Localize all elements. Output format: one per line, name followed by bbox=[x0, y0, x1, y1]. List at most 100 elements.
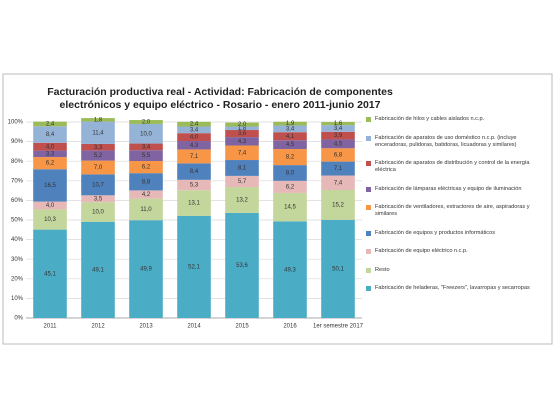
legend-item: Fabricación de heladeras, "Freezers", la… bbox=[366, 285, 550, 292]
bar-segment bbox=[33, 126, 67, 143]
value-label: 11,0 bbox=[140, 207, 152, 213]
bar-segment bbox=[129, 161, 163, 174]
value-label: 4,5 bbox=[334, 141, 343, 147]
bar-segment bbox=[129, 190, 163, 199]
legend-swatch bbox=[366, 186, 371, 192]
bar-segment bbox=[321, 190, 355, 220]
value-label: 50,1 bbox=[332, 266, 344, 272]
y-tick-label: 0% bbox=[14, 316, 23, 322]
value-label: 5,5 bbox=[142, 153, 151, 159]
value-label: 7,0 bbox=[94, 165, 103, 171]
value-label: 4,0 bbox=[46, 203, 55, 209]
x-tick-label: 2016 bbox=[283, 324, 297, 330]
value-label: 8,1 bbox=[238, 166, 247, 172]
bar-segment bbox=[129, 220, 163, 318]
value-label: 1,8 bbox=[94, 117, 103, 123]
bar-segment bbox=[177, 126, 211, 134]
value-label: 2,4 bbox=[46, 122, 55, 128]
value-label: 6,2 bbox=[142, 165, 151, 171]
legend-swatch bbox=[366, 117, 371, 122]
value-label: 5,3 bbox=[190, 183, 199, 189]
value-label: 2,0 bbox=[238, 122, 247, 128]
value-label: 16,5 bbox=[44, 183, 56, 189]
value-label: 1,6 bbox=[334, 121, 343, 127]
value-label: 53,6 bbox=[236, 263, 248, 269]
bar-segment bbox=[225, 122, 259, 127]
legend-label: Fabricación de aparatos de distribución … bbox=[375, 160, 530, 173]
value-label: 45,1 bbox=[44, 271, 56, 277]
bar-segment bbox=[273, 221, 307, 318]
bar-segment bbox=[129, 173, 163, 191]
y-tick-label: 70% bbox=[11, 178, 24, 184]
bar-segment bbox=[81, 143, 115, 151]
bar-segment bbox=[177, 215, 211, 318]
value-label: 13,1 bbox=[188, 201, 200, 207]
legend-item: Resto bbox=[366, 267, 550, 274]
value-label: 3,3 bbox=[46, 151, 55, 157]
y-tick-label: 20% bbox=[11, 276, 24, 282]
bar-segment bbox=[225, 137, 259, 146]
value-label: 7,4 bbox=[334, 180, 343, 186]
value-label: 52,1 bbox=[188, 265, 200, 271]
value-label: 7,4 bbox=[238, 150, 247, 156]
x-tick-label: 2014 bbox=[187, 324, 201, 330]
value-label: 4,3 bbox=[238, 139, 247, 145]
bar-segment bbox=[81, 160, 115, 175]
value-label: 49,9 bbox=[140, 267, 152, 273]
bar-segment bbox=[81, 121, 115, 144]
bar-segment bbox=[273, 165, 307, 181]
value-label: 7,1 bbox=[190, 154, 199, 160]
bar-segment bbox=[273, 149, 307, 166]
legend-item: Fabricación de equipos y productos infor… bbox=[366, 230, 550, 237]
legend-swatch bbox=[366, 230, 371, 236]
bar-segment bbox=[33, 209, 67, 230]
legend-label: Fabricación de lámparas eléctricas y equ… bbox=[375, 185, 522, 192]
value-label: 7,1 bbox=[334, 166, 343, 172]
bar-segment bbox=[225, 212, 259, 318]
y-tick-label: 100% bbox=[8, 120, 24, 126]
value-label: 10,7 bbox=[92, 182, 104, 188]
bar-segment bbox=[33, 121, 67, 127]
bar-segment bbox=[81, 195, 115, 203]
legend-label: Fabricación de ventiladores, extractores… bbox=[375, 204, 530, 217]
legend-item: Fabricación de equipo eléctrico n.c.p. bbox=[366, 248, 550, 255]
y-tick-label: 40% bbox=[11, 237, 24, 243]
legend-label: Resto bbox=[375, 266, 390, 273]
bar-segment bbox=[177, 190, 211, 216]
value-label: 49,1 bbox=[92, 267, 104, 273]
legend-swatch bbox=[366, 205, 371, 210]
legend-label: Fabricación de equipos y productos infor… bbox=[375, 229, 496, 236]
y-tick-label: 60% bbox=[11, 198, 24, 204]
bar-segment bbox=[81, 202, 115, 222]
bar-segment bbox=[273, 121, 307, 126]
legend-label: Fabricación de heladeras, "Freezers", la… bbox=[375, 285, 530, 291]
bar-segment bbox=[273, 192, 307, 222]
x-tick-label: 2011 bbox=[44, 324, 58, 330]
value-label: 5,7 bbox=[238, 179, 247, 185]
bar-segment bbox=[177, 179, 211, 191]
y-tick-label: 80% bbox=[11, 159, 24, 165]
bar-segment bbox=[273, 132, 307, 141]
bar-segment bbox=[33, 229, 67, 318]
bar-segment bbox=[81, 174, 115, 196]
x-tick-label: 2015 bbox=[235, 324, 249, 330]
bar-segment bbox=[225, 145, 259, 161]
value-label: 3,4 bbox=[286, 126, 295, 132]
bar-segment bbox=[321, 122, 355, 126]
value-label: 8,4 bbox=[190, 169, 199, 175]
legend-item: Fabricación de aparatos de distribución … bbox=[366, 160, 550, 174]
bar-segment bbox=[129, 198, 163, 221]
y-tick-label: 50% bbox=[11, 218, 24, 224]
bar-segment bbox=[321, 219, 355, 318]
bar-segment bbox=[33, 142, 67, 151]
bar-segment bbox=[129, 120, 163, 124]
bar-segment bbox=[33, 169, 67, 202]
legend-item: Fabricación de hilos y cables aislados n… bbox=[366, 116, 550, 123]
value-label: 11,4 bbox=[92, 130, 104, 136]
legend-swatch bbox=[366, 267, 371, 273]
value-label: 6,2 bbox=[286, 184, 295, 190]
value-label: 1,8 bbox=[238, 126, 247, 132]
legend-swatch bbox=[366, 249, 371, 254]
bar-segment bbox=[81, 221, 115, 318]
